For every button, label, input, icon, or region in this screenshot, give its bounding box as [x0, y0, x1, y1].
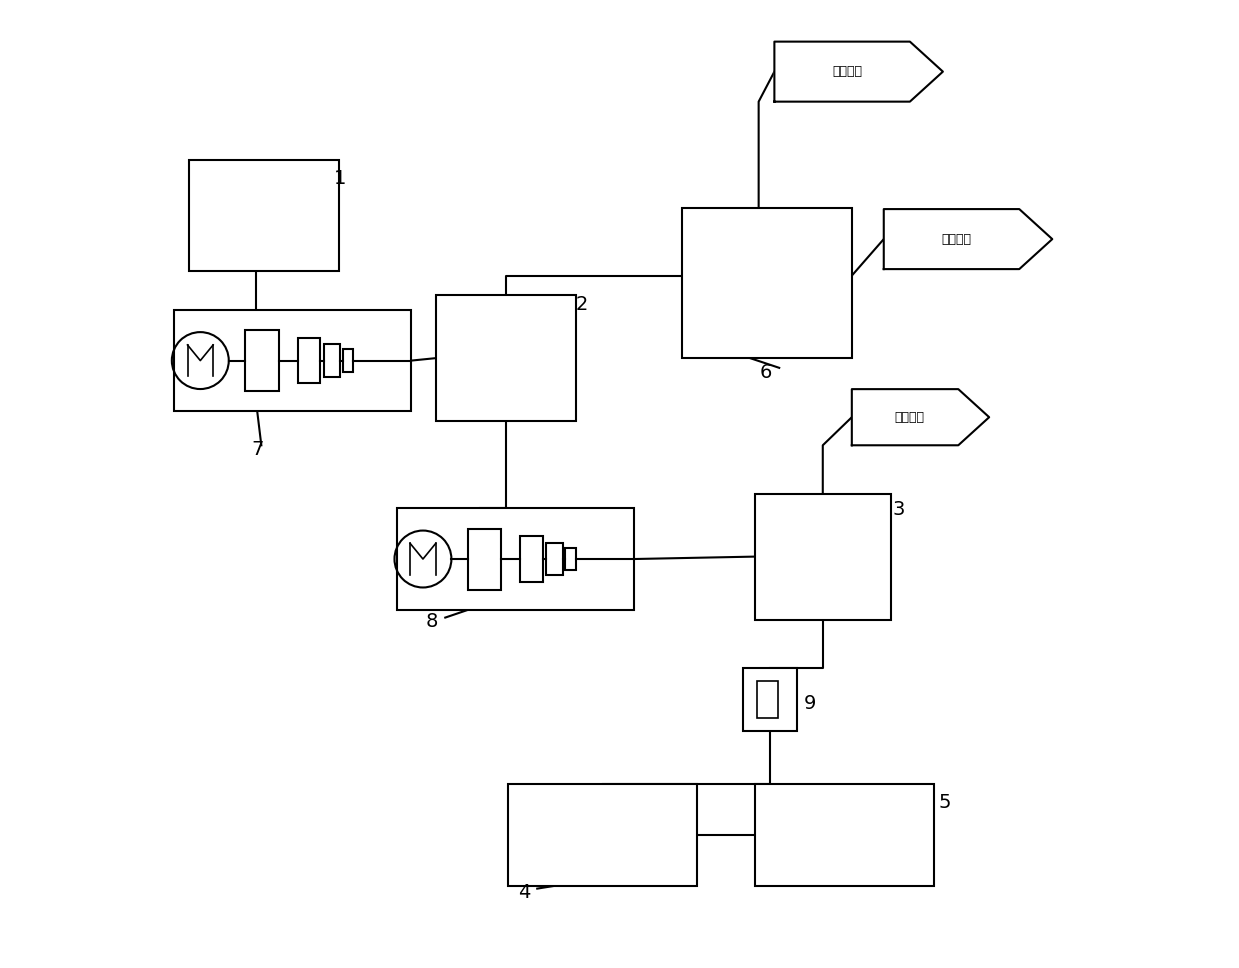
Bar	[743, 668, 797, 731]
Text: 7: 7	[252, 440, 264, 459]
Bar	[245, 330, 279, 391]
Bar	[755, 494, 891, 620]
Bar	[468, 529, 502, 590]
Text: 4: 4	[518, 884, 530, 902]
Bar	[188, 160, 338, 271]
Bar	[396, 508, 634, 610]
Bar	[343, 349, 353, 372]
Bar	[546, 543, 563, 575]
Bar	[297, 338, 320, 383]
Bar	[175, 310, 411, 411]
Bar	[757, 681, 778, 718]
Bar	[508, 784, 698, 886]
Text: 5: 5	[939, 794, 952, 812]
Bar	[755, 784, 934, 886]
Bar	[323, 345, 341, 377]
Polygon shape	[883, 209, 1052, 269]
Text: 6: 6	[760, 363, 772, 381]
Text: 3: 3	[892, 500, 904, 519]
Bar	[520, 536, 543, 582]
Text: 1: 1	[335, 169, 347, 188]
Bar	[565, 548, 576, 570]
Text: 8: 8	[426, 613, 439, 631]
Polygon shape	[852, 389, 989, 445]
Text: 尾气放空: 尾气放空	[895, 410, 924, 424]
Text: 9: 9	[803, 694, 815, 712]
Text: 产品氮气: 产品氮气	[942, 232, 971, 246]
Text: 放空氮气: 放空氮气	[833, 65, 862, 78]
Bar	[683, 208, 852, 358]
Bar	[436, 295, 576, 421]
Polygon shape	[774, 42, 943, 102]
Text: 2: 2	[576, 295, 589, 314]
